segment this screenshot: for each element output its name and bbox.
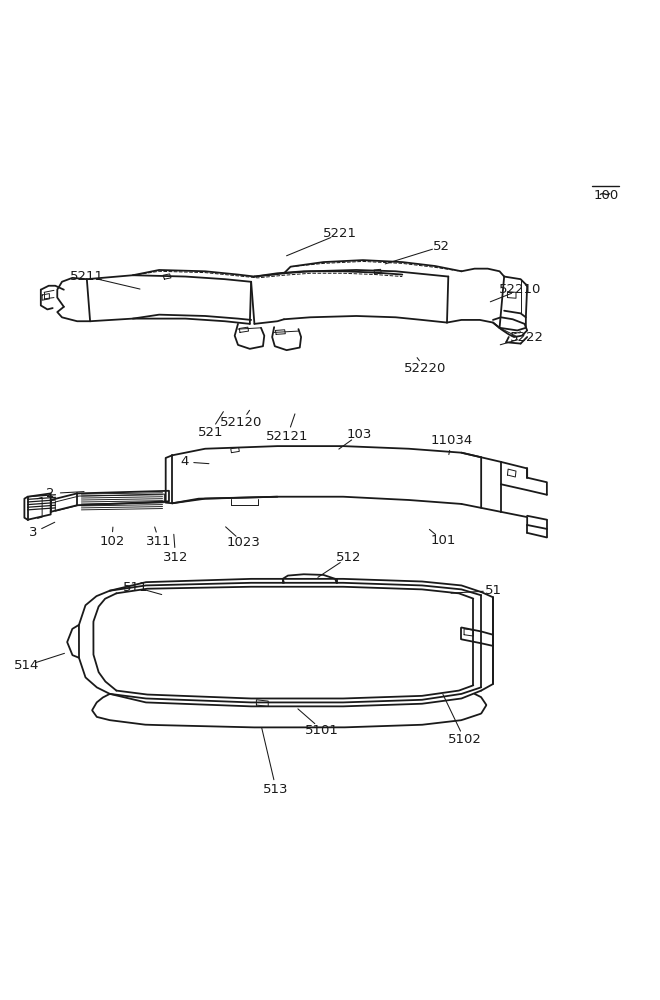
Text: 2: 2 [46, 487, 55, 500]
Text: 5102: 5102 [447, 733, 482, 746]
Text: 11034: 11034 [430, 434, 473, 447]
Text: 5221: 5221 [323, 227, 357, 240]
Text: 511: 511 [123, 581, 149, 594]
Text: 5211: 5211 [70, 270, 104, 283]
Text: 52: 52 [433, 240, 450, 253]
Text: 311: 311 [147, 535, 172, 548]
Text: 4: 4 [180, 455, 188, 468]
Text: 103: 103 [347, 428, 372, 441]
Text: 512: 512 [336, 551, 361, 564]
Text: 51: 51 [484, 584, 502, 597]
Text: 52121: 52121 [266, 430, 308, 443]
Text: 52210: 52210 [500, 283, 542, 296]
Text: 5101: 5101 [305, 724, 339, 737]
Text: 101: 101 [430, 534, 455, 547]
Text: 521: 521 [197, 426, 223, 439]
Text: 1023: 1023 [226, 536, 260, 549]
Text: 52220: 52220 [404, 362, 446, 375]
Text: 312: 312 [163, 551, 188, 564]
Text: 102: 102 [99, 535, 125, 548]
Text: 52120: 52120 [220, 416, 263, 429]
Text: 514: 514 [14, 659, 39, 672]
Text: 5222: 5222 [510, 331, 544, 344]
Text: ~: ~ [598, 185, 612, 203]
Text: 100: 100 [593, 189, 618, 202]
Text: 513: 513 [263, 783, 289, 796]
Text: 3: 3 [28, 526, 37, 539]
